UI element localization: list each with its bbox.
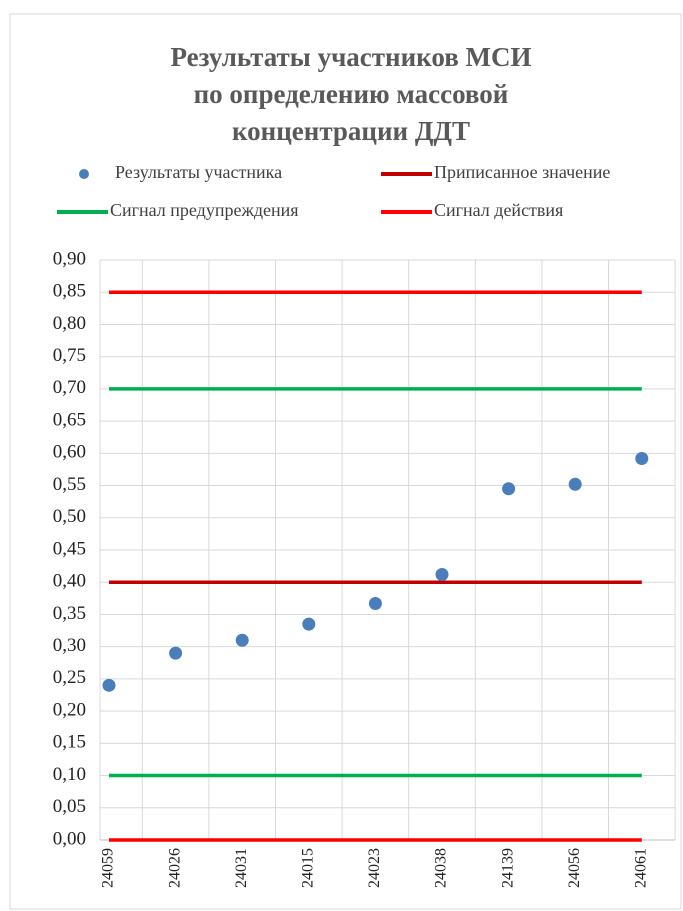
data-point (102, 678, 116, 692)
y-tick-label: 0,80 (53, 313, 86, 334)
x-tick-label: 24056 (566, 848, 583, 888)
y-tick-label: 0,65 (53, 409, 86, 430)
y-tick-label: 0,30 (53, 635, 86, 656)
legend-label: Сигнал предупреждения (110, 200, 299, 220)
y-tick-label: 0,20 (53, 699, 86, 720)
x-tick-label: 24038 (433, 848, 450, 888)
data-point (235, 633, 249, 647)
y-tick-label: 0,50 (53, 506, 86, 527)
x-tick-label: 24023 (366, 848, 383, 888)
y-tick-label: 0,75 (53, 345, 86, 366)
x-tick-label: 24059 (100, 848, 117, 888)
legend-marker (79, 169, 89, 179)
data-point (302, 617, 316, 631)
y-tick-label: 0,70 (53, 377, 86, 398)
y-tick-label: 0,90 (53, 248, 86, 269)
x-tick-label: 24015 (299, 848, 316, 888)
x-tick-label: 24026 (166, 848, 183, 888)
data-point (435, 567, 449, 581)
chart-title: по определению массовой (194, 79, 509, 109)
y-tick-label: 0,35 (53, 603, 86, 624)
y-tick-label: 0,85 (53, 281, 86, 302)
y-tick-label: 0,45 (53, 538, 86, 559)
data-point (368, 596, 382, 610)
y-tick-label: 0,05 (53, 796, 86, 817)
legend-label: Результаты участника (115, 162, 282, 182)
y-tick-label: 0,40 (53, 571, 86, 592)
y-tick-label: 0,15 (53, 732, 86, 753)
x-tick-label: 24061 (632, 848, 649, 888)
y-tick-label: 0,25 (53, 667, 86, 688)
x-tick-label: 24139 (499, 848, 516, 888)
y-tick-label: 0,10 (53, 764, 86, 785)
x-tick-label: 24031 (233, 848, 250, 888)
chart-title: концентрации ДДТ (232, 116, 470, 146)
data-point (169, 646, 183, 660)
chart-title: Результаты участников МСИ (170, 42, 531, 72)
data-point (502, 482, 516, 496)
y-tick-label: 0,60 (53, 442, 86, 463)
chart-border (9, 13, 682, 910)
y-tick-label: 0,00 (53, 828, 86, 849)
data-point (568, 477, 582, 491)
data-point (635, 451, 649, 465)
legend-label: Приписанное значение (434, 162, 610, 182)
legend-label: Сигнал действия (434, 200, 563, 220)
y-tick-label: 0,55 (53, 474, 86, 495)
